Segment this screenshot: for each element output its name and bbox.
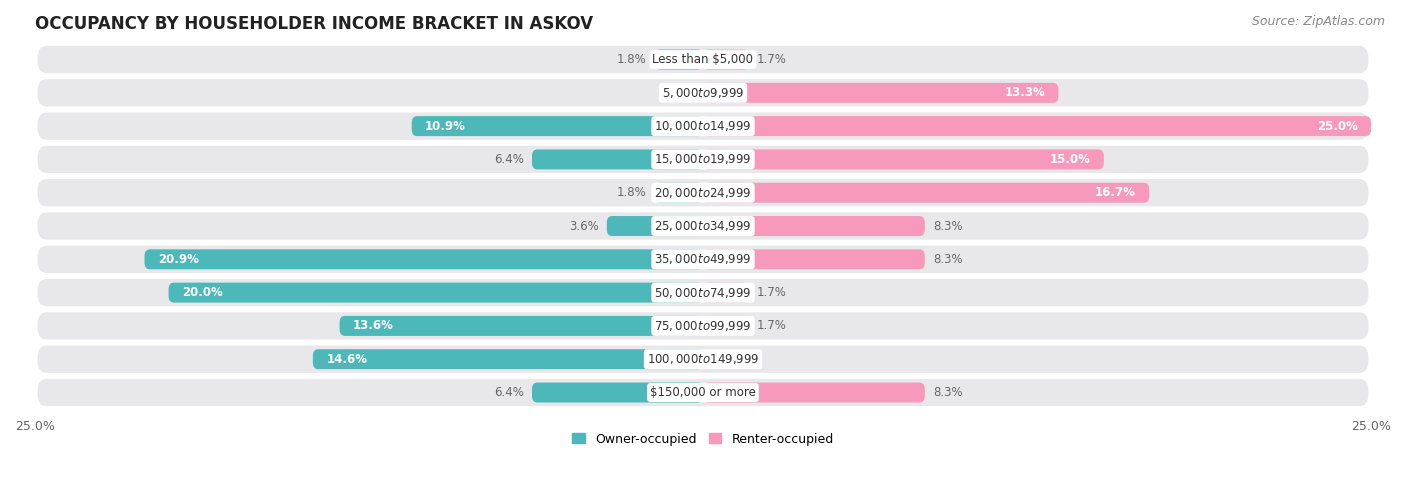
- Text: $75,000 to $99,999: $75,000 to $99,999: [654, 319, 752, 333]
- Text: 25.0%: 25.0%: [1317, 120, 1358, 133]
- FancyBboxPatch shape: [703, 382, 925, 402]
- FancyBboxPatch shape: [38, 245, 1368, 273]
- Text: 8.3%: 8.3%: [932, 220, 963, 232]
- Text: 1.7%: 1.7%: [756, 53, 786, 66]
- Text: $15,000 to $19,999: $15,000 to $19,999: [654, 153, 752, 166]
- FancyBboxPatch shape: [703, 116, 1371, 136]
- Text: 0.0%: 0.0%: [662, 87, 692, 99]
- Text: 6.4%: 6.4%: [494, 153, 524, 166]
- FancyBboxPatch shape: [38, 79, 1368, 106]
- FancyBboxPatch shape: [38, 346, 1368, 373]
- FancyBboxPatch shape: [703, 183, 1149, 203]
- FancyBboxPatch shape: [340, 316, 703, 336]
- Legend: Owner-occupied, Renter-occupied: Owner-occupied, Renter-occupied: [568, 428, 838, 451]
- Text: $35,000 to $49,999: $35,000 to $49,999: [654, 252, 752, 266]
- Text: $25,000 to $34,999: $25,000 to $34,999: [654, 219, 752, 233]
- Text: 20.0%: 20.0%: [181, 286, 222, 299]
- Text: 20.9%: 20.9%: [157, 253, 198, 266]
- Text: 8.3%: 8.3%: [932, 386, 963, 399]
- Text: 13.6%: 13.6%: [353, 319, 394, 332]
- FancyBboxPatch shape: [703, 83, 1059, 103]
- FancyBboxPatch shape: [412, 116, 703, 136]
- Text: $100,000 to $149,999: $100,000 to $149,999: [647, 352, 759, 366]
- FancyBboxPatch shape: [655, 183, 703, 203]
- Text: 1.8%: 1.8%: [617, 53, 647, 66]
- Text: 16.7%: 16.7%: [1095, 186, 1136, 199]
- Text: 3.6%: 3.6%: [569, 220, 599, 232]
- FancyBboxPatch shape: [38, 146, 1368, 173]
- FancyBboxPatch shape: [531, 382, 703, 402]
- Text: 10.9%: 10.9%: [425, 120, 465, 133]
- FancyBboxPatch shape: [655, 50, 703, 69]
- FancyBboxPatch shape: [703, 50, 748, 69]
- FancyBboxPatch shape: [38, 212, 1368, 240]
- Text: 0.0%: 0.0%: [714, 353, 744, 366]
- Text: $50,000 to $74,999: $50,000 to $74,999: [654, 286, 752, 300]
- FancyBboxPatch shape: [145, 249, 703, 269]
- Text: Source: ZipAtlas.com: Source: ZipAtlas.com: [1251, 15, 1385, 28]
- FancyBboxPatch shape: [607, 216, 703, 236]
- FancyBboxPatch shape: [38, 179, 1368, 207]
- FancyBboxPatch shape: [703, 216, 925, 236]
- Text: 1.7%: 1.7%: [756, 286, 786, 299]
- FancyBboxPatch shape: [703, 283, 748, 303]
- Text: 14.6%: 14.6%: [326, 353, 367, 366]
- Text: Less than $5,000: Less than $5,000: [652, 53, 754, 66]
- Text: 6.4%: 6.4%: [494, 386, 524, 399]
- Text: 1.8%: 1.8%: [617, 186, 647, 199]
- FancyBboxPatch shape: [38, 312, 1368, 340]
- Text: OCCUPANCY BY HOUSEHOLDER INCOME BRACKET IN ASKOV: OCCUPANCY BY HOUSEHOLDER INCOME BRACKET …: [35, 15, 593, 33]
- Text: 8.3%: 8.3%: [932, 253, 963, 266]
- FancyBboxPatch shape: [703, 149, 1104, 170]
- Text: $10,000 to $14,999: $10,000 to $14,999: [654, 119, 752, 133]
- Text: $150,000 or more: $150,000 or more: [650, 386, 756, 399]
- Text: 13.3%: 13.3%: [1004, 87, 1045, 99]
- Text: $20,000 to $24,999: $20,000 to $24,999: [654, 186, 752, 200]
- FancyBboxPatch shape: [169, 283, 703, 303]
- FancyBboxPatch shape: [38, 279, 1368, 306]
- FancyBboxPatch shape: [38, 112, 1368, 140]
- FancyBboxPatch shape: [703, 316, 748, 336]
- FancyBboxPatch shape: [314, 349, 703, 369]
- FancyBboxPatch shape: [703, 249, 925, 269]
- FancyBboxPatch shape: [38, 379, 1368, 406]
- FancyBboxPatch shape: [38, 46, 1368, 73]
- Text: 1.7%: 1.7%: [756, 319, 786, 332]
- FancyBboxPatch shape: [531, 149, 703, 170]
- Text: 15.0%: 15.0%: [1050, 153, 1091, 166]
- Text: $5,000 to $9,999: $5,000 to $9,999: [662, 86, 744, 100]
